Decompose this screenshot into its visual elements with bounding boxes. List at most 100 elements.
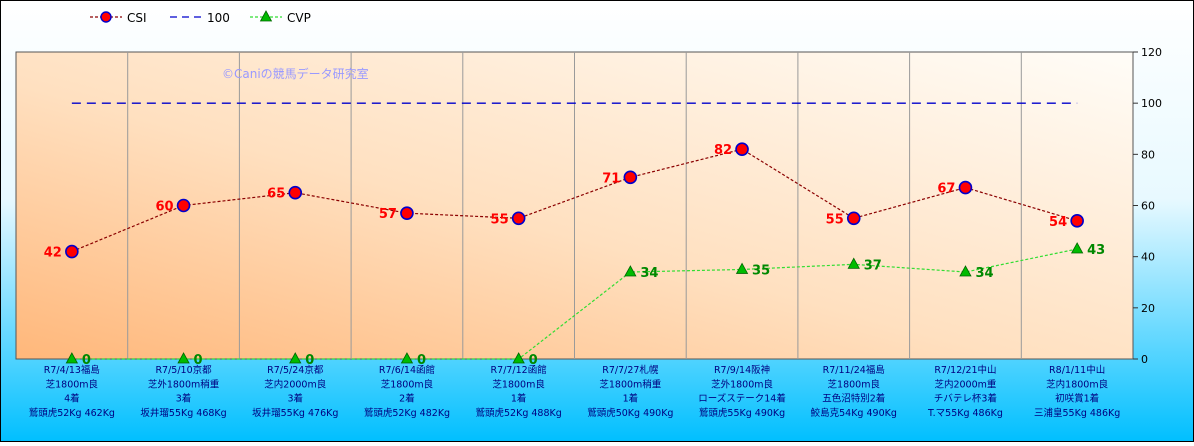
csi-point	[846, 211, 861, 226]
cvp-point	[400, 352, 414, 364]
y-tick-label: 80	[1141, 148, 1155, 161]
x-tick-label-line: 芝1800m良	[381, 378, 434, 390]
x-tick-label-line: 2着	[399, 393, 415, 405]
csi-data-label: 55	[491, 212, 509, 227]
x-tick-label: R7/5/10京都芝外1800m稍重 3着坂井瑠55Kg 468Kg	[140, 364, 226, 419]
csi-data-label: 55	[826, 212, 844, 227]
cvp-point	[959, 265, 972, 277]
csi-data-label: 54	[1049, 215, 1067, 230]
cvp-point	[65, 352, 79, 364]
csi-point	[400, 206, 414, 220]
x-tick-label-line: R7/11/24福島	[823, 364, 885, 376]
cvp-data-label: 34	[975, 266, 993, 281]
x-tick-label-line: 初咲賞1着	[1055, 393, 1099, 405]
x-tick-label-line: 芝1800m稍重	[599, 378, 661, 390]
cvp-point	[847, 257, 860, 269]
series-line-cvp	[71, 248, 1078, 360]
x-tick-label-line: 芝外1800m稍重	[148, 378, 220, 390]
x-tick-label-line: 4着	[64, 393, 80, 405]
csi-point	[1070, 214, 1084, 228]
x-tick-label-line: R7/4/13福島	[44, 364, 100, 376]
series-line-csi	[71, 148, 1078, 253]
cvp-data-label: 34	[640, 266, 658, 281]
x-tick-label-line: 芝1800m良	[46, 378, 99, 390]
legend-label: 100	[207, 11, 230, 25]
x-tick-label-line: 坂井瑠55Kg 468Kg	[140, 407, 226, 419]
x-tick-label-line: 芝1800m良	[492, 378, 545, 390]
x-tick-label-line: T.マ55Kg 486Kg	[927, 408, 1003, 419]
cvp-data-label: 43	[1087, 243, 1105, 258]
csi-point	[735, 142, 749, 157]
x-tick-label-line: 坂井瑠55Kg 476Kg	[252, 407, 338, 419]
y-tick-label: 60	[1141, 200, 1155, 213]
cvp-point	[289, 352, 302, 364]
cvp-data-label: 0	[529, 353, 538, 368]
x-tick-label: R7/7/12函館芝1800m良 1着鷲頭虎52Kg 488Kg	[476, 364, 562, 419]
x-tick-label: R8/1/11中山芝内1800m良初咲賞1着三浦皇55Kg 486Kg	[1034, 364, 1120, 419]
legend-marker-csi	[100, 11, 112, 23]
csi-data-label: 60	[155, 200, 173, 215]
x-tick-label-line: 1着	[511, 393, 527, 405]
x-axis-labels: R7/4/13福島芝1800m良 4着鷲頭虎52Kg 462Kg R7/5/10京都…	[29, 364, 1121, 419]
x-tick-label-line: 芝内2000m重	[934, 378, 996, 390]
cvp-point	[512, 352, 525, 364]
x-tick-label-line: 鷲頭虎50Kg 490Kg	[587, 407, 673, 419]
cvp-data-label: 0	[82, 353, 91, 368]
x-tick-label-line: 五色沼特別2着	[822, 393, 885, 405]
legend-label: CVP	[287, 11, 311, 25]
x-tick-label-line: 1着	[623, 393, 639, 405]
x-tick-label-line: R7/7/12函館	[491, 364, 547, 376]
legend: CSI 100 CVP	[90, 10, 311, 25]
cvp-point	[735, 262, 749, 274]
cvp-point	[1070, 242, 1084, 254]
y-tick-label: 100	[1141, 97, 1162, 110]
x-tick-label-line: R7/9/14阪神	[714, 364, 770, 376]
x-tick-label-line: 鷲頭虎55Kg 490Kg	[699, 407, 785, 419]
x-tick-label-line: 3着	[287, 393, 303, 405]
y-tick-label: 40	[1141, 251, 1155, 264]
x-tick-label: R7/11/24福島芝1800m良五色沼特別2着鮫島克54Kg 490Kg	[811, 364, 897, 419]
cvp-point	[177, 352, 190, 364]
x-tick-label-line: チバテレ杯3着	[934, 393, 997, 405]
x-tick-label: R7/9/14阪神芝外1800m良ローズステーク14着鷲頭虎55Kg 490Kg	[698, 364, 786, 419]
legend-label: CSI	[127, 11, 147, 25]
legend-marker-cvp	[259, 10, 273, 22]
x-tick-label-line: ローズステーク14着	[698, 393, 786, 405]
csi-data-label: 67	[937, 182, 955, 197]
x-tick-label: R7/7/27札幌芝1800m稍重 1着鷲頭虎50Kg 490Kg	[587, 364, 673, 419]
x-tick-label-line: 芝内1800m良	[1046, 378, 1108, 390]
x-tick-label-line: 芝外1800m良	[711, 378, 773, 390]
watermark: ©Caniの競馬データ研究室	[222, 66, 369, 81]
csi-data-label: 57	[379, 207, 397, 222]
csi-point	[65, 244, 79, 259]
cvp-data-label: 0	[194, 353, 203, 368]
cvp-point	[624, 265, 637, 277]
x-tick-label-line: R7/6/14函館	[379, 364, 435, 376]
x-tick-label-line: 芝内2000m良	[264, 378, 326, 390]
x-tick-label: R7/6/14函館芝1800m良 2着鷲頭虎52Kg 482Kg	[364, 364, 450, 419]
x-tick-label: R7/5/24京都芝内2000m良 3着坂井瑠55Kg 476Kg	[252, 364, 338, 419]
cvp-data-label: 0	[305, 353, 314, 368]
cvp-data-label: 0	[417, 353, 426, 368]
cvp-data-label: 37	[864, 258, 882, 273]
series-layer: 0 0 0 0 0 34 35 37 34 43 42 60 65 57 55 71 82 55 67 54	[44, 102, 1105, 368]
x-tick-label-line: R7/7/27札幌	[602, 364, 659, 376]
x-tick-label-line: 3着	[176, 393, 192, 405]
cvp-data-label: 35	[752, 263, 770, 278]
y-tick-label: 0	[1141, 353, 1148, 366]
x-tick-label-line: R7/12/21中山	[934, 364, 996, 376]
csi-point	[623, 170, 638, 185]
csi-point	[958, 180, 973, 195]
csi-point	[288, 185, 303, 200]
x-tick-label: R7/12/21中山芝内2000m重チバテレ杯3着 T.マ55Kg 486Kg	[927, 364, 1003, 419]
x-tick-label-line: 鷲頭虎52Kg 488Kg	[476, 407, 562, 419]
x-tick-label-line: 三浦皇55Kg 486Kg	[1034, 407, 1120, 419]
x-tick-label-line: R7/5/10京都	[155, 364, 212, 376]
x-tick-label-line: R7/5/24京都	[267, 364, 324, 376]
x-tick-label: R7/4/13福島芝1800m良 4着鷲頭虎52Kg 462Kg	[29, 364, 115, 419]
x-tick-label-line: 鷲頭虎52Kg 462Kg	[29, 407, 115, 419]
y-tick-label: 120	[1141, 46, 1162, 59]
csi-point	[176, 198, 191, 213]
